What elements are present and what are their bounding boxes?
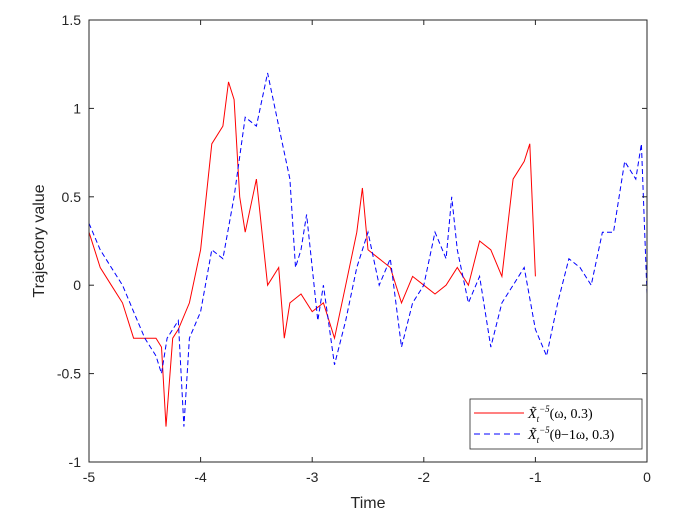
y-tick-label: 1.5	[62, 12, 82, 28]
y-tick-label: 1	[73, 100, 81, 116]
y-axis-label: Trajectory value	[31, 184, 48, 297]
x-tick-label: -2	[418, 469, 431, 485]
y-tick-label: -0.5	[57, 366, 81, 382]
legend: X̃t−5(ω, 0.3) X̃t−5(θ−1ω, 0.3)	[469, 398, 643, 450]
x-tick-label: -4	[194, 469, 207, 485]
series-line-blue	[88, 72, 648, 427]
x-tick-label: -1	[529, 469, 542, 485]
y-tick-label: -1	[69, 454, 82, 470]
axes-box	[88, 19, 648, 463]
ticks-group: -5 -4 -3 -2 -1 0 -1 -0.5 0 0.5 1 1.5	[57, 12, 651, 485]
plot-area	[89, 20, 647, 462]
legend-box	[469, 398, 643, 450]
x-tick-label: -3	[306, 469, 319, 485]
series-group	[88, 72, 648, 427]
x-tick-label: 0	[643, 469, 651, 485]
x-axis-label: Time	[351, 495, 386, 512]
y-tick-label: 0.5	[62, 189, 82, 205]
x-tick-label: -5	[83, 469, 96, 485]
legend-label-blue: X̃t−5(θ−1ω, 0.3)	[527, 425, 615, 445]
y-tick-label: 0	[73, 277, 81, 293]
legend-label-red: X̃t−5(ω, 0.3)	[527, 404, 593, 424]
series-line-red	[88, 81, 536, 427]
